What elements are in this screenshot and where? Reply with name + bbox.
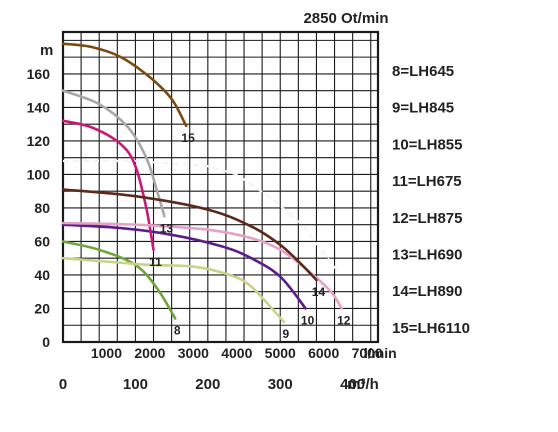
x-tick-label-lmin: 5000 bbox=[265, 345, 296, 361]
legend-entry-9: 9=LH845 bbox=[392, 100, 454, 117]
series-curve-9 bbox=[61, 256, 286, 324]
series-curve-15 bbox=[61, 42, 188, 128]
series-curve-13 bbox=[61, 89, 166, 218]
curve-label-14: 14 bbox=[312, 285, 326, 299]
x-tick-label-lmin: 2000 bbox=[134, 345, 165, 361]
chart-title: 2850 Ot/min bbox=[303, 10, 388, 27]
curve-label-12: 12 bbox=[337, 313, 351, 327]
y-unit-label: m bbox=[40, 42, 53, 59]
series-curve-14 bbox=[61, 188, 318, 282]
x-tick-label-lmin: 6000 bbox=[308, 345, 339, 361]
x-unit-m3h: m³/h bbox=[347, 376, 379, 393]
curves bbox=[61, 42, 344, 324]
legend-entry-10: 10=LH855 bbox=[392, 136, 462, 153]
curve-label-11: 11 bbox=[149, 255, 162, 269]
y-tick-label: 80 bbox=[34, 200, 50, 216]
legend-entry-12: 12=LH875 bbox=[392, 210, 462, 227]
series-curve-10 bbox=[61, 223, 307, 310]
plot-frame bbox=[61, 30, 380, 344]
x-tick-label-lmin: 3000 bbox=[178, 345, 209, 361]
legend-entry-15: 15=LH6110 bbox=[392, 320, 470, 337]
legend: 8=LH645 9=LH845 10=LH855 11=LH675 12=LH875 13… bbox=[392, 63, 470, 337]
legend-entry-13: 13=LH690 bbox=[392, 247, 462, 264]
legend-entry-8: 8=LH645 bbox=[392, 63, 454, 80]
x-tick-label-m3h: 100 bbox=[123, 376, 148, 393]
series-curve-12 bbox=[61, 221, 344, 310]
legend-entry-11: 11=LH675 bbox=[392, 173, 462, 190]
y-tick-label: 120 bbox=[27, 133, 51, 149]
y-tick-label: 20 bbox=[34, 300, 50, 316]
curve-label-13: 13 bbox=[160, 221, 174, 235]
reference-curve bbox=[63, 159, 340, 273]
x-tick-label-m3h: 300 bbox=[268, 376, 293, 393]
y-tick-label: 160 bbox=[27, 66, 51, 82]
x-unit-lmin: l/min bbox=[364, 345, 397, 361]
grid bbox=[61, 30, 380, 344]
series-curve-8 bbox=[61, 240, 177, 320]
curve-label-9: 9 bbox=[283, 327, 290, 341]
x-tick-label-lmin: 7000 bbox=[352, 345, 383, 361]
curve-label-10: 10 bbox=[301, 313, 315, 327]
x-tick-label-m3h: 0 bbox=[59, 376, 67, 393]
legend-entry-14: 14=LH890 bbox=[392, 283, 462, 300]
y-tick-label: 0 bbox=[42, 334, 50, 350]
x-tick-label-lmin: 1000 bbox=[91, 345, 122, 361]
y-tick-label: 60 bbox=[34, 233, 50, 249]
x-tick-label-m3h: 400 bbox=[340, 376, 365, 393]
curve-label-15: 15 bbox=[181, 131, 195, 145]
curve-label-8: 8 bbox=[174, 324, 181, 338]
y-tick-label: 40 bbox=[34, 267, 50, 283]
y-tick-label: 100 bbox=[27, 166, 51, 182]
y-tick-label: 140 bbox=[27, 99, 51, 115]
series-curve-11 bbox=[61, 119, 155, 252]
x-tick-label-lmin: 4000 bbox=[221, 345, 252, 361]
x-tick-label-m3h: 200 bbox=[195, 376, 220, 393]
